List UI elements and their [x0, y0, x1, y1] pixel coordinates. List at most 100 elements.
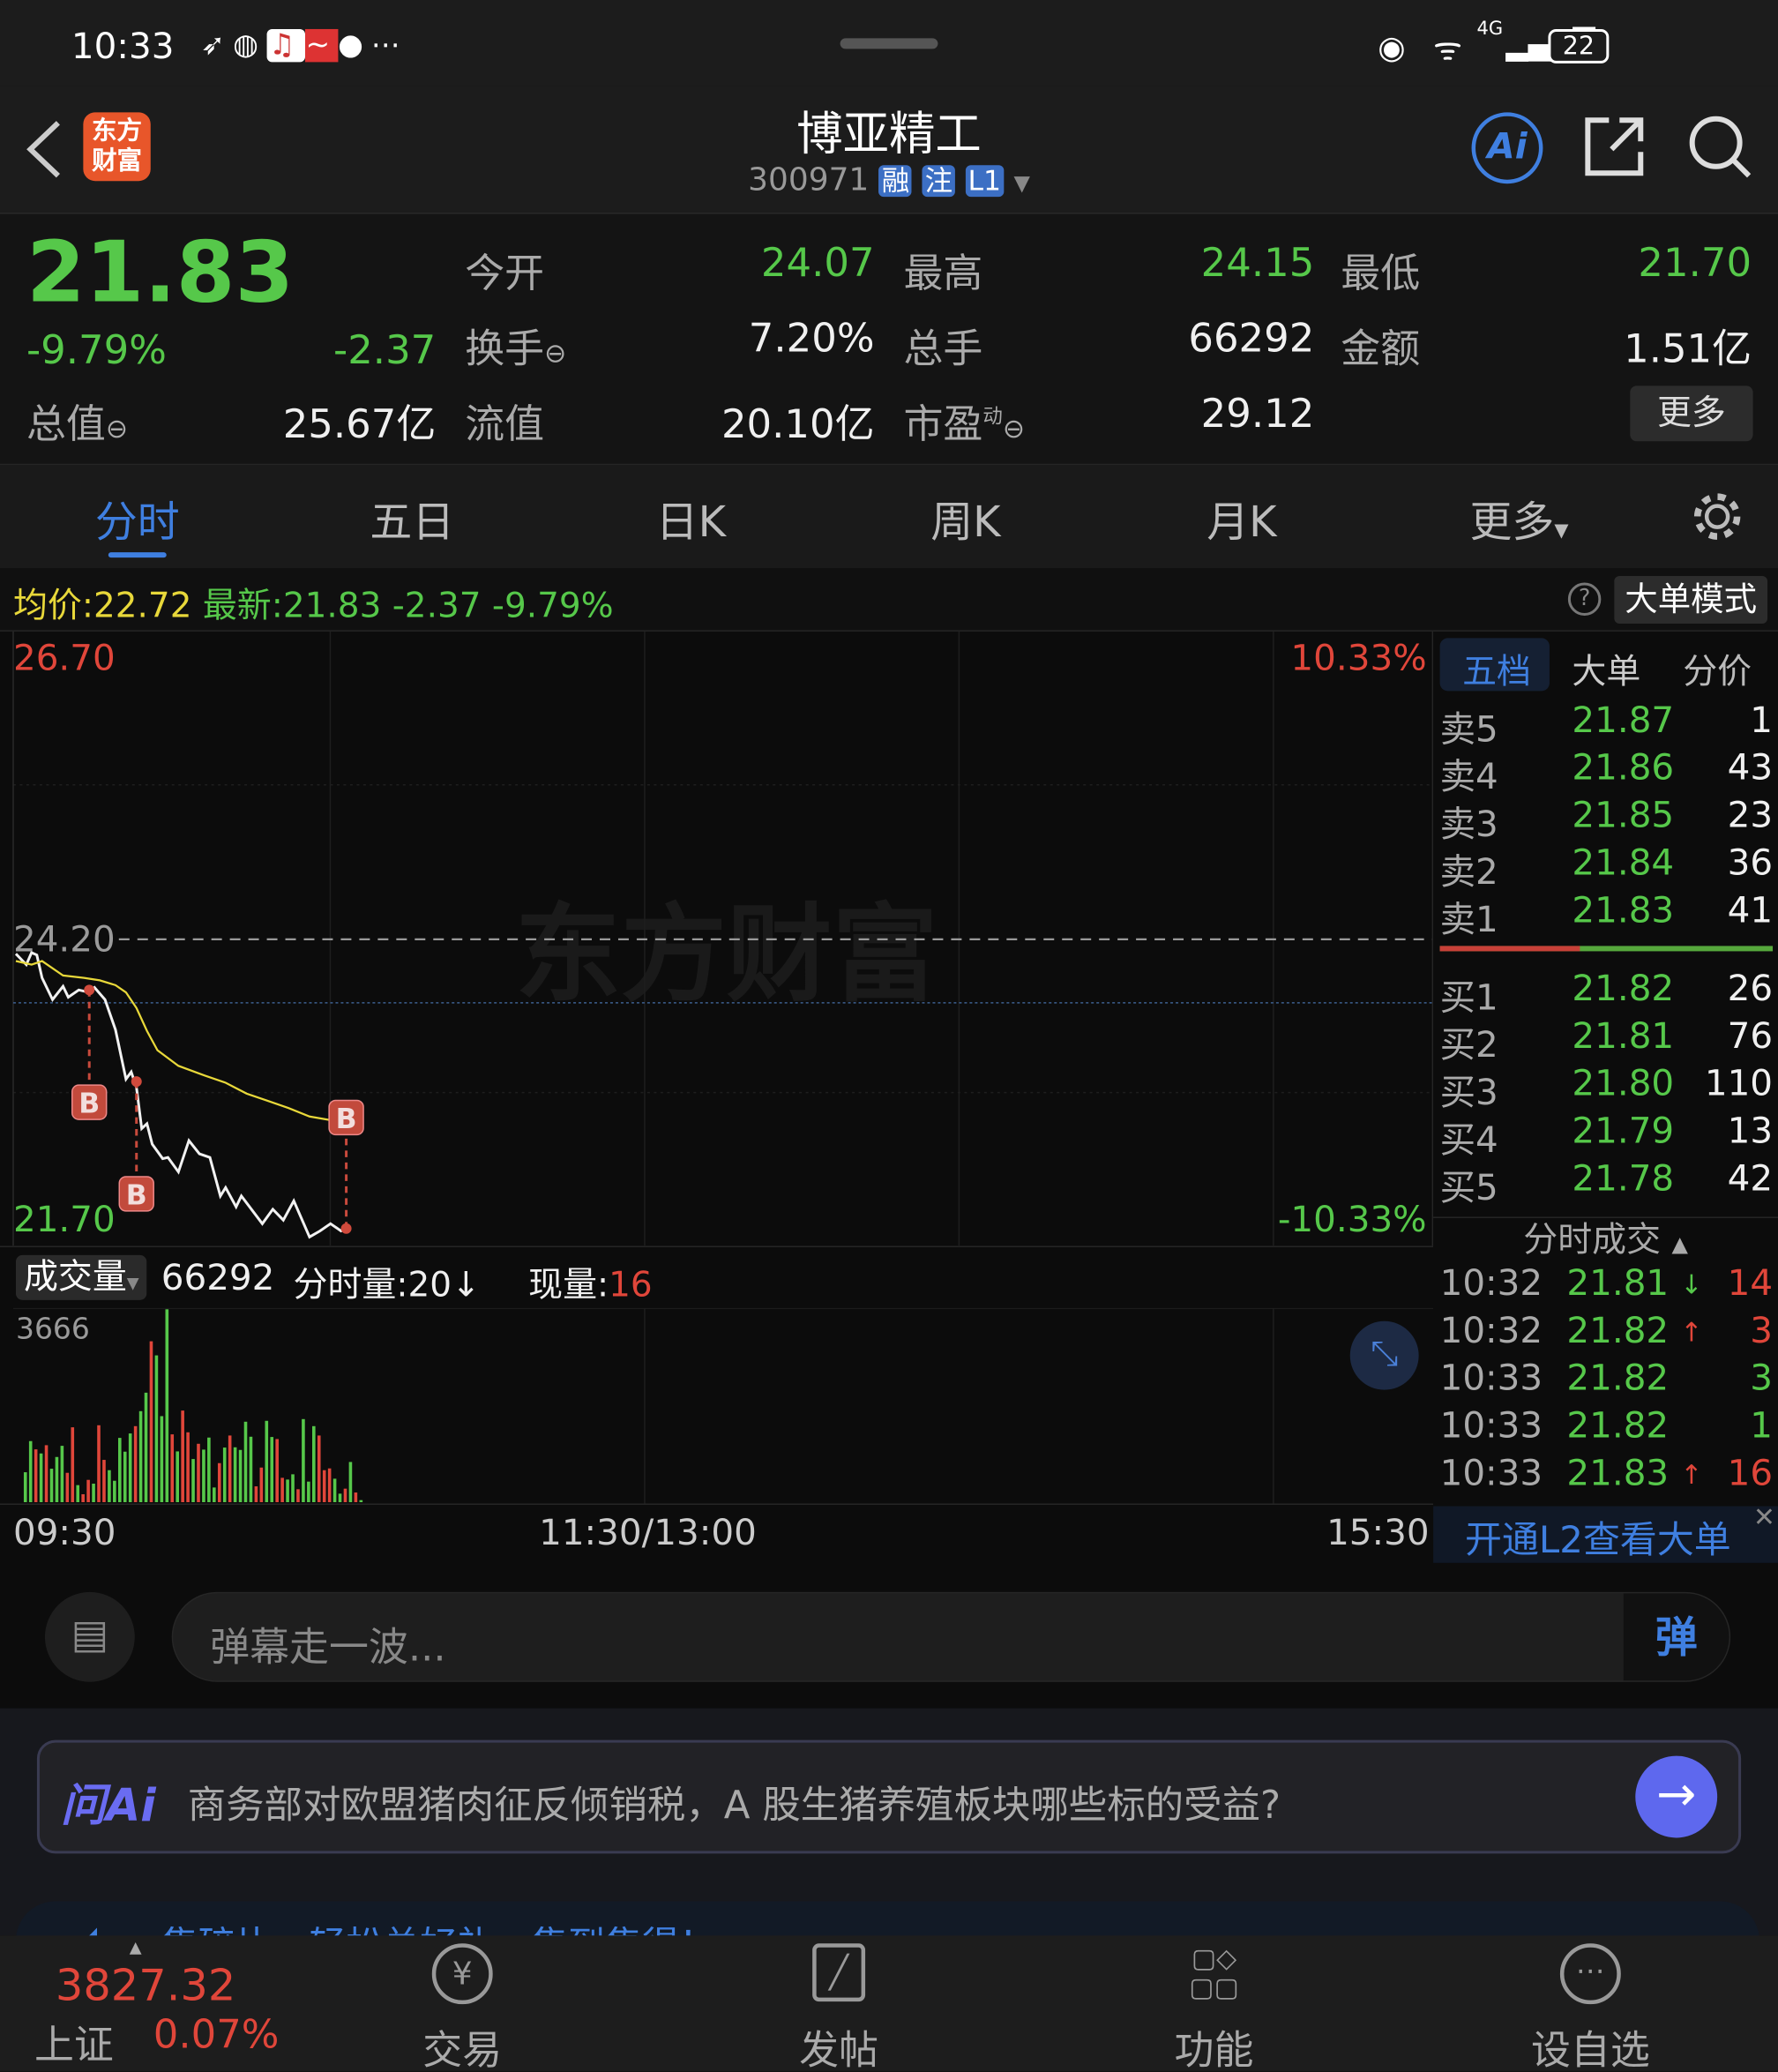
ask-row[interactable]: 卖3 21.85 23 — [1440, 795, 1774, 846]
stock-code: 300971 — [748, 161, 870, 198]
ask-row[interactable]: 卖2 21.84 36 — [1439, 842, 1774, 894]
danmaku-input[interactable]: 弹幕走一波... 弹 — [171, 1591, 1731, 1682]
current-volume: 16 — [609, 1265, 653, 1305]
bid-row[interactable]: 买1 21.82 26 — [1440, 968, 1774, 1019]
app-logo[interactable]: 东方财富 — [83, 112, 151, 182]
volume-indicator-select[interactable]: 成交量▼ — [15, 1254, 147, 1300]
latest-label: 最新: — [202, 587, 283, 626]
drag-handle[interactable] — [840, 38, 938, 49]
ai-question-card[interactable]: 问Ai 商务部对欧盟猪肉征反倾销税，A 股生猪养殖板块哪些标的受益? → — [36, 1739, 1742, 1854]
level-quantity: 26 — [1727, 968, 1774, 1010]
pe-label[interactable]: 市盈动⊖ — [903, 401, 1025, 448]
level-quantity: 23 — [1727, 795, 1774, 837]
arrow-right-icon[interactable]: → — [1635, 1755, 1718, 1838]
bid-row[interactable]: 买3 21.80 110 — [1440, 1063, 1774, 1114]
trade-marker-badge — [328, 1099, 364, 1136]
level-label: 买3 — [1439, 1073, 1498, 1114]
tick-price: 21.82 — [1566, 1405, 1670, 1447]
tick-row: 10:32 21.82 ↑ 3 — [1440, 1311, 1773, 1358]
nav-post[interactable]: ╱ 发帖 — [759, 1935, 918, 2072]
turnover-label[interactable]: 换手⊖ — [465, 325, 567, 373]
send-danmaku-button[interactable]: 弹 — [1623, 1593, 1729, 1681]
subtab-five-levels[interactable]: 五档 — [1462, 652, 1531, 692]
tab-weekly-k[interactable]: 周K — [930, 497, 1001, 548]
volume-chart[interactable]: 3666 ⤡ — [0, 1307, 1434, 1504]
volume-bar — [55, 1456, 59, 1502]
latest-value: 21.83 — [282, 587, 382, 626]
gear-icon[interactable] — [1691, 490, 1744, 543]
level-label: 卖4 — [1439, 757, 1498, 798]
volume-bar — [296, 1489, 300, 1502]
volume-value: 66292 — [1188, 315, 1315, 363]
info-icon: ⊖ — [105, 412, 128, 445]
volume-bar — [312, 1425, 316, 1502]
ticks-title[interactable]: 分时成交 ▲ — [1523, 1220, 1688, 1260]
subtab-price-distribution[interactable]: 分价 — [1683, 652, 1752, 692]
latest-pct: -9.79% — [491, 587, 614, 626]
share-icon[interactable] — [1582, 115, 1646, 178]
trade-marker-badge — [71, 1084, 108, 1120]
big-order-mode-button[interactable]: 大单模式 — [1614, 576, 1768, 624]
ask-row[interactable]: 卖5 21.87 1 — [1440, 700, 1773, 751]
low-value: 21.70 — [1638, 240, 1752, 288]
tab-monthly-k[interactable]: 月K — [1206, 497, 1277, 548]
search-icon[interactable] — [1685, 112, 1754, 181]
volume-bar — [39, 1453, 43, 1502]
bottom-nav: ▲ 3827.32 上证 0.07% ¥ 交易 ╱ 发帖 ▢◇ ▢▢ 功能 ⋯ 设自选 — [0, 1935, 1778, 2072]
level-quantity: 110 — [1704, 1063, 1774, 1105]
price-line — [14, 950, 347, 1239]
volume-bar — [270, 1437, 274, 1502]
bid-row[interactable]: 买2 21.81 76 — [1439, 1015, 1774, 1066]
y-label-top: 26.70 — [12, 638, 116, 679]
danmaku-settings-icon[interactable]: ▤ — [44, 1591, 135, 1682]
ai-icon[interactable]: Ai — [1471, 112, 1543, 184]
nav-add-watchlist[interactable]: ⋯ 设自选 — [1511, 1935, 1670, 2072]
tick-time: 10:33 — [1439, 1358, 1543, 1400]
level-label: 卖1 — [1439, 900, 1498, 941]
subtab-big-orders[interactable]: 大单 — [1572, 652, 1641, 692]
level-label: 卖2 — [1439, 852, 1498, 894]
nav-functions[interactable]: ▢◇ ▢▢ 功能 — [1174, 1941, 1254, 2072]
total-value-label[interactable]: 总值⊖ — [26, 401, 128, 448]
tab-daily-k[interactable]: 日K — [655, 497, 727, 548]
volume-bar — [338, 1493, 342, 1502]
volume-bar — [76, 1485, 80, 1502]
back-icon[interactable] — [24, 119, 64, 180]
high-label: 最高 — [903, 251, 983, 298]
index-ticker[interactable]: ▲ 3827.32 上证 0.07% — [34, 1938, 280, 2069]
level-price: 21.83 — [1572, 890, 1675, 931]
l2-promo[interactable]: 开通L2查看大单 ✕ — [1433, 1501, 1778, 1563]
chevron-down-icon[interactable]: ▼ — [1013, 170, 1030, 196]
caret-up-icon: ▲ — [1671, 1230, 1688, 1257]
level-label: 买2 — [1439, 1025, 1498, 1066]
y-label-bottom: 21.70 — [12, 1200, 116, 1241]
intraday-chart[interactable]: 东方财富 B B B 26.70 10.33% 24.20 21.70 -10.33… — [0, 631, 1434, 1246]
level-label: 买5 — [1439, 1168, 1498, 1209]
volume-bar — [307, 1481, 310, 1502]
level-price: 21.86 — [1572, 747, 1675, 789]
more-quote-button[interactable]: 更多 — [1630, 385, 1753, 442]
tab-five-day[interactable]: 五日 — [370, 497, 455, 548]
nav-trade[interactable]: ¥ 交易 — [383, 1935, 542, 2072]
time-axis: 09:30 11:30/13:00 15:30 — [0, 1503, 1434, 1562]
expand-icon[interactable]: ⤡ — [1349, 1320, 1419, 1390]
help-icon[interactable]: ? — [1567, 582, 1602, 616]
open-value: 24.07 — [760, 240, 875, 288]
status-bar: 10:33 ➶◍♫~●⋯ ◉ ᯤ 4G ▂▄▆█ 22 — [0, 0, 1778, 86]
level-quantity: 76 — [1727, 1015, 1774, 1058]
page-title: 博亚精工 — [796, 108, 982, 161]
trade-marker-label: B — [78, 1088, 100, 1120]
ask-row[interactable]: 卖1 21.83 41 — [1439, 890, 1773, 941]
ask-row[interactable]: 卖4 21.86 43 — [1439, 747, 1773, 798]
close-icon[interactable]: ✕ — [1752, 1500, 1776, 1533]
volume-bar — [71, 1427, 75, 1502]
tab-more[interactable]: 更多▼ — [1469, 497, 1569, 548]
bid-row[interactable]: 买5 21.78 42 — [1439, 1159, 1773, 1209]
amount-label: 金额 — [1341, 325, 1421, 373]
volume-bar — [359, 1500, 363, 1502]
level-quantity: 36 — [1727, 842, 1774, 885]
x-tick-close: 15:30 — [1326, 1512, 1430, 1554]
volume-bar — [170, 1434, 175, 1502]
tab-intraday[interactable]: 分时 — [94, 497, 180, 548]
bid-row[interactable]: 买4 21.79 13 — [1440, 1111, 1773, 1162]
